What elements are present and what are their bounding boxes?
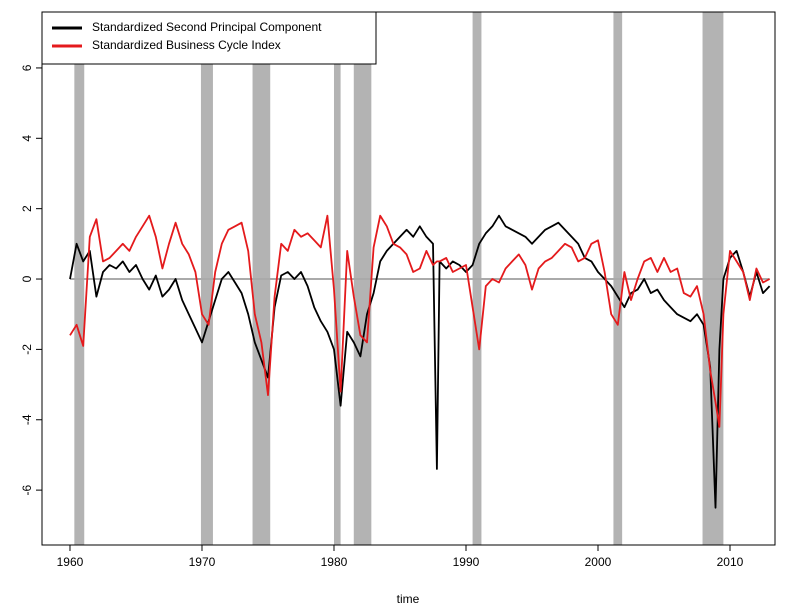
legend-box [41, 11, 377, 65]
legend-label: Standardized Business Cycle Index [92, 38, 281, 52]
x-tick-label: 2000 [585, 555, 612, 569]
x-tick-label: 1970 [189, 555, 216, 569]
x-axis-label: time [397, 592, 420, 606]
y-tick-label: 0 [20, 275, 34, 282]
series-line [69, 214, 771, 509]
y-tick-label: 6 [20, 64, 34, 71]
plot-frame [41, 11, 776, 546]
y-tick-label: -2 [20, 344, 34, 355]
x-tick-label: 1980 [321, 555, 348, 569]
x-tick-label: 1990 [453, 555, 480, 569]
x-tick-label: 1960 [57, 555, 84, 569]
series-line [69, 214, 771, 428]
y-tick-label: -6 [20, 484, 34, 495]
y-tick-label: 2 [20, 205, 34, 212]
y-tick-label: -4 [20, 414, 34, 425]
y-tick-label: 4 [20, 135, 34, 142]
legend-label: Standardized Second Principal Component [92, 20, 322, 34]
x-tick-label: 2010 [717, 555, 744, 569]
